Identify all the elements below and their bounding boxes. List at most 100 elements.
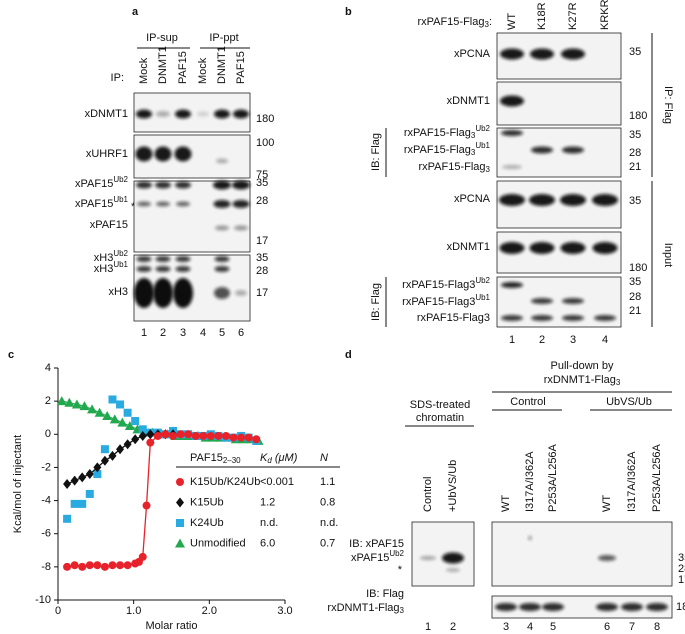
lane-number: 4: [527, 621, 533, 633]
data-point: [153, 431, 162, 440]
band: [519, 603, 541, 611]
legend-marker: [175, 538, 185, 548]
legend-marker: [176, 478, 184, 486]
label-part: d: [267, 456, 272, 465]
lane-number: 4: [602, 334, 608, 346]
data-point: [176, 430, 185, 439]
band: [175, 181, 191, 189]
panel-label: d: [345, 349, 352, 361]
data-point: [100, 562, 109, 571]
mw-marker: 100: [256, 137, 274, 149]
lane-label: Control: [422, 477, 434, 512]
data-point: [56, 396, 67, 406]
lane-number: 4: [200, 327, 206, 339]
lane-label: Mock: [138, 57, 150, 84]
y-tick-label: 2: [45, 395, 51, 407]
band: [499, 242, 525, 254]
y-tick-label: -4: [41, 494, 51, 506]
label-part: Ub1: [113, 195, 128, 204]
panel-label: a: [132, 6, 139, 18]
mw-marker: 28: [629, 147, 641, 159]
data-point: [70, 475, 79, 486]
band: [235, 290, 247, 296]
header-label: SDS-treated: [410, 399, 471, 411]
data-point: [169, 431, 178, 440]
band: [137, 201, 151, 207]
label-part: Ub1: [475, 293, 490, 302]
label-part: (μM): [272, 452, 298, 464]
x-tick-label: 1.0: [126, 605, 141, 617]
band: [442, 552, 464, 564]
label-part: rxPAF15-Flag: [417, 16, 484, 28]
ib-label: IB: xPAF15: [349, 538, 404, 550]
lane-number: 3: [570, 334, 576, 346]
label-part: xH3: [94, 252, 114, 264]
lane-label: Mock: [197, 57, 209, 84]
band: [232, 200, 250, 208]
lane-number: 2: [539, 334, 545, 346]
lane-number: 2: [160, 327, 166, 339]
x-tick-label: 3.0: [277, 605, 292, 617]
lane-number: 6: [238, 327, 244, 339]
data-point: [244, 433, 253, 442]
group-label: IP-ppt: [209, 32, 238, 44]
y-tick-label: -6: [41, 528, 51, 540]
label-part: xPAF15: [75, 198, 113, 210]
band: [213, 200, 231, 208]
band: [499, 194, 525, 206]
data-point: [214, 431, 223, 440]
band: [560, 194, 586, 206]
band: [155, 181, 171, 189]
blot: [411, 521, 475, 587]
band: [562, 315, 584, 321]
lane-number: 7: [629, 621, 635, 633]
mw-marker: 180: [256, 113, 274, 125]
band: [175, 109, 191, 119]
band: [420, 556, 436, 560]
band: [562, 298, 584, 304]
y-tick-label: 0: [45, 428, 51, 440]
band: [501, 130, 523, 136]
data-point: [108, 450, 117, 461]
label-part: xUHRF1: [86, 148, 128, 160]
lane-number: 3: [180, 327, 186, 339]
band: [155, 256, 171, 262]
lane-number: 2: [450, 621, 456, 633]
band: [529, 242, 555, 254]
band: [213, 180, 231, 190]
row-label: xPAF15Ub2: [75, 175, 129, 190]
band: [156, 201, 170, 207]
side-label: Input: [662, 243, 674, 267]
band: [214, 109, 230, 119]
data-point: [199, 431, 208, 440]
legend-kd: n.d.: [260, 517, 278, 529]
data-point: [161, 430, 170, 439]
label-part: Ub2: [475, 124, 490, 133]
band: [530, 48, 554, 60]
label-part: xDNMT1: [85, 108, 128, 120]
mw-marker: 21: [629, 161, 641, 173]
row-label: rxPAF15-Flag3Ub1: [404, 141, 491, 157]
lane-label: +UbVS/Ub: [447, 460, 459, 512]
legend-marker: [176, 519, 184, 527]
band: [592, 242, 618, 254]
lane-number: 8: [654, 621, 660, 633]
data-point: [123, 439, 132, 450]
mw-marker: 35: [629, 46, 641, 58]
label-part: 3: [471, 148, 476, 157]
band: [646, 603, 668, 611]
mw-marker: 35: [629, 276, 641, 288]
label-part: 3: [486, 165, 491, 174]
data-point: [116, 400, 125, 409]
legend-kd: <0.001: [260, 476, 294, 488]
data-point: [108, 561, 117, 570]
data-point: [93, 462, 102, 473]
band: [529, 194, 555, 206]
mw-marker: 35: [678, 552, 685, 564]
lane-label: DNMT1: [157, 46, 169, 84]
legend-n: 1.1: [320, 476, 335, 488]
asterisk: *: [131, 201, 136, 213]
panel-label: c: [8, 349, 14, 361]
data-point: [71, 399, 82, 409]
